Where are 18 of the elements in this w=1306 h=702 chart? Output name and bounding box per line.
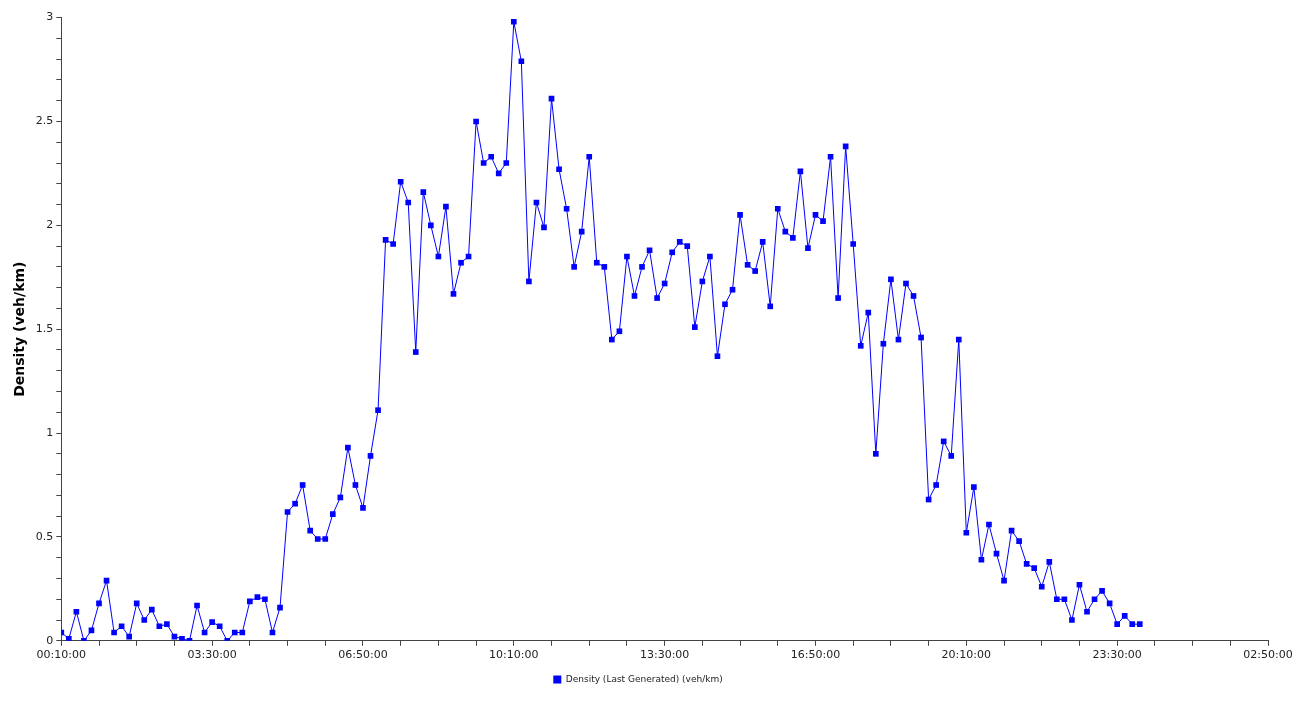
x-tick-label: 02:50:00: [1243, 648, 1293, 662]
y-tick-label: 3: [46, 10, 54, 24]
x-tick-label: 10:10:00: [489, 648, 539, 662]
y-tick-label: 0.5: [35, 529, 54, 543]
y-tick-label: 1: [46, 425, 54, 439]
x-tick-label: 00:10:00: [36, 648, 86, 662]
x-tick-label: 06:50:00: [338, 648, 388, 662]
x-tick-label: 16:50:00: [790, 648, 841, 662]
legend-label: Density (Last Generated) (veh/km): [565, 673, 723, 684]
y-tick-label: 1.5: [35, 322, 54, 336]
y-tick-label: 2.5: [35, 114, 54, 128]
x-tick-label: 03:30:00: [187, 648, 237, 662]
y-axis-title: Density (veh/km): [11, 261, 28, 397]
y-tick-label: 0: [46, 633, 54, 647]
x-tick-label: 23:30:00: [1092, 648, 1142, 662]
x-tick-label: 13:30:00: [639, 648, 690, 662]
x-tick-label: 20:10:00: [941, 648, 992, 662]
y-tick-label: 2: [46, 218, 54, 232]
